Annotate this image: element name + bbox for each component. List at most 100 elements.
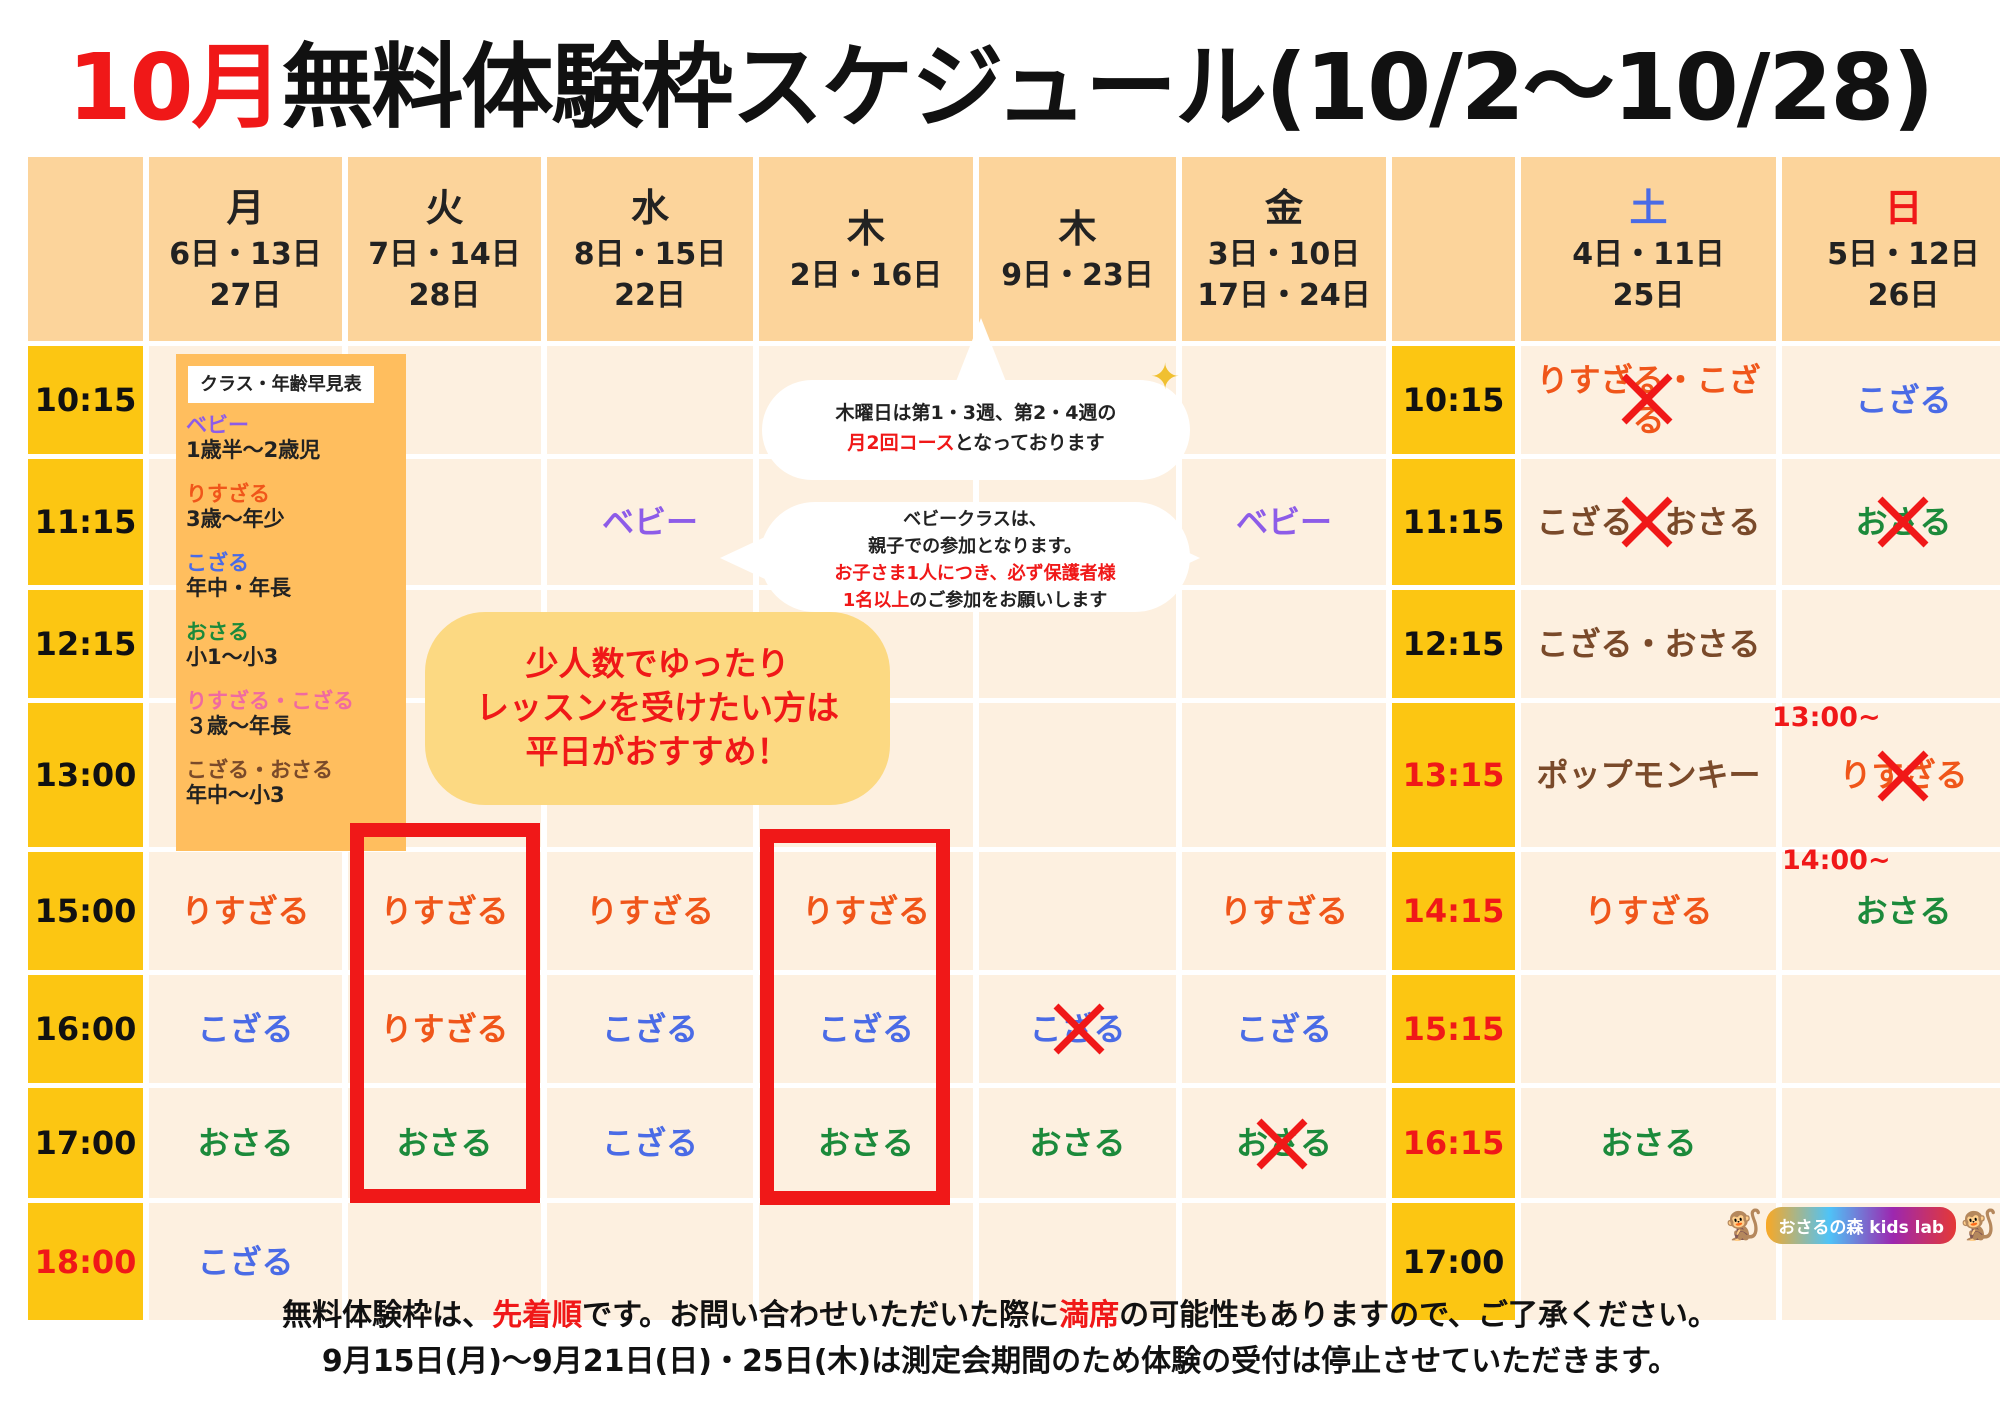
class-guide-item: おさる 小1〜小3 (186, 620, 396, 670)
weekday-promo-bubble: 少人数でゆったり レッスンを受けたい方は 平日がおすすめ！ (425, 612, 890, 805)
class-label: こざる (817, 1010, 914, 1048)
monkey-icon: 🐒 (1725, 1208, 1763, 1243)
class-guide-name: ベビー (186, 413, 249, 437)
class-label: おさる (1235, 1124, 1332, 1162)
class-guide-item: こざる 年中・年長 (186, 551, 396, 601)
class-label: りすざる (1584, 892, 1713, 930)
class-label: こざる (1855, 381, 1952, 419)
bubble-text: 親子での参加となります。 (868, 536, 1082, 557)
class-label: おさる (1600, 1124, 1697, 1162)
bubble-text: ベビークラスは、 (903, 509, 1047, 530)
footer-text: の可能性もありますので、ご了承ください。 (1119, 1298, 1718, 1333)
footer-highlight: 先着順 (492, 1298, 583, 1333)
time-cell: 12:15 (1392, 590, 1515, 698)
slot-sat-1700 (1521, 1203, 1776, 1320)
header-day: 水 (630, 186, 669, 230)
slot-sat-1215: こざる・おさる (1521, 590, 1776, 698)
class-label: おさる (817, 1124, 914, 1162)
slot-wed-1115: ベビー (547, 459, 753, 585)
time-cell: 10:15 (1392, 346, 1515, 454)
slot-sun-1115: おさる (1782, 459, 2000, 585)
brand-logo: 🐒 おさるの森 kids lab 🐒 (1725, 1207, 1997, 1244)
time-cell: 11:15 (1392, 459, 1515, 585)
time-cell: 15:00 (28, 852, 143, 970)
class-age-guide: クラス・年齢早見表 ベビー 1歳半〜2歳児 りすざる 3歳〜年少 こざる 年中・年長 … (176, 354, 406, 851)
slot-sun-1515 (1782, 975, 2000, 1083)
class-label: こざる (197, 1242, 294, 1281)
slot-tue-1700: おさる (348, 1088, 541, 1198)
slot-fri-1215 (1182, 590, 1386, 698)
class-label: こざる・おさる (1536, 625, 1761, 663)
slot-wed-1015 (547, 346, 753, 454)
header-dates: 2日・16日 (789, 257, 943, 293)
class-label: おさる (197, 1124, 294, 1162)
time-cell: 15:15 (1392, 975, 1515, 1083)
bubble-text: 木曜日は第1・3週、第2・4週の (835, 402, 1117, 424)
class-guide-name: こざる (186, 551, 249, 575)
class-guide-item: こざる・おさる 年中〜小3 (186, 758, 396, 808)
class-label: りすざる (585, 892, 714, 930)
slot-thu2-1500 (979, 852, 1176, 970)
footer-text: です。お問い合わせいただいた際に (582, 1298, 1060, 1333)
monkey-icon: 🐒 (1960, 1208, 1998, 1243)
header-dates: 9日・23日 (1001, 257, 1154, 293)
promo-text: 少人数でゆったり (525, 644, 790, 683)
header-thu-2: 木 9日・23日 (979, 157, 1176, 341)
time-cell: 12:15 (28, 590, 143, 698)
bubble-highlight: 月2回コース (847, 432, 955, 454)
header-dates: 28日 (408, 278, 481, 313)
class-label: りすざる (1839, 756, 1968, 794)
time-cell: 13:00 (28, 703, 143, 847)
class-guide-age: 1歳半〜2歳児 (186, 438, 321, 462)
bubble-text: のご参加をお願いします (909, 590, 1108, 611)
slot-sun-1615 (1782, 1088, 2000, 1198)
header-thu-1: 木 2日・16日 (759, 157, 973, 341)
class-label: りすざる (181, 892, 310, 930)
slot-wed-1600: こざる (547, 975, 753, 1083)
class-label: りすざる・こざる (1536, 361, 1761, 439)
header-day: 火 (425, 186, 464, 230)
slot-fri-1115: ベビー (1182, 459, 1386, 585)
class-label: ベビー (1235, 503, 1332, 541)
header-dates: 8日・15日 (573, 237, 727, 272)
class-guide-item: りすざる・こざる ３歳〜年長 (186, 689, 396, 739)
class-guide-age: ３歳〜年長 (186, 714, 291, 738)
header-wed: 水 8日・15日 22日 (547, 157, 753, 341)
slot-thu2-1600: こざる (979, 975, 1176, 1083)
slot-tue-1500: りすざる (348, 852, 541, 970)
header-dates: 6日・13日 (169, 237, 322, 272)
bubble-text: 1名以上のご参加をお願いします (760, 587, 1190, 614)
time-cell: 11:15 (28, 459, 143, 585)
header-day: 金 (1264, 186, 1303, 230)
class-label: おさる (396, 1124, 493, 1162)
class-label: こざる・おさる (1536, 503, 1761, 541)
header-tue: 火 7日・14日 28日 (348, 157, 541, 341)
header-fri: 金 3日・10日 17日・24日 (1182, 157, 1386, 341)
bubble-text: となっております (954, 432, 1105, 454)
class-label: おさる (1855, 503, 1952, 541)
baby-class-note-bubble: ベビークラスは、 親子での参加となります。 お子さま1人につき、必ず保護者様 1… (760, 502, 1190, 612)
time-cell: 17:00 (1392, 1203, 1515, 1320)
time-cell: 17:00 (28, 1088, 143, 1198)
slot-fri-1015 (1182, 346, 1386, 454)
class-guide-name: おさる (186, 620, 249, 644)
highlight-frame-thursday (760, 829, 950, 1205)
slot-mon-1800: こざる (149, 1203, 342, 1320)
header-sat: 土 4日・11日 25日 (1521, 157, 1776, 341)
slot-sat-1315: ポップモンキー (1521, 703, 1776, 847)
header-corner-left (28, 157, 143, 341)
slot-wed-1700: こざる (547, 1088, 753, 1198)
class-guide-age: 小1〜小3 (186, 645, 279, 669)
footer-suspension-notice: 9月15日(月)〜9月21日(日)・25日(木)は測定会期間のため体験の受付は停… (321, 1344, 1679, 1379)
class-label: こざる (601, 1010, 698, 1048)
class-guide-age: 年中・年長 (186, 576, 291, 600)
slot-sun-1315: 13:00~ りすざる (1772, 703, 2000, 847)
start-time-note: 14:00~ (1782, 845, 1891, 876)
slot-sat-1515 (1521, 975, 1776, 1083)
header-day: 日 (1884, 186, 1923, 230)
slot-thu2-1300 (979, 703, 1176, 847)
class-label: ポップモンキー (1536, 756, 1761, 794)
time-cell: 13:15 (1392, 703, 1515, 847)
class-guide-item: りすざる 3歳〜年少 (186, 482, 396, 532)
slot-sat-1615: おさる (1521, 1088, 1776, 1198)
